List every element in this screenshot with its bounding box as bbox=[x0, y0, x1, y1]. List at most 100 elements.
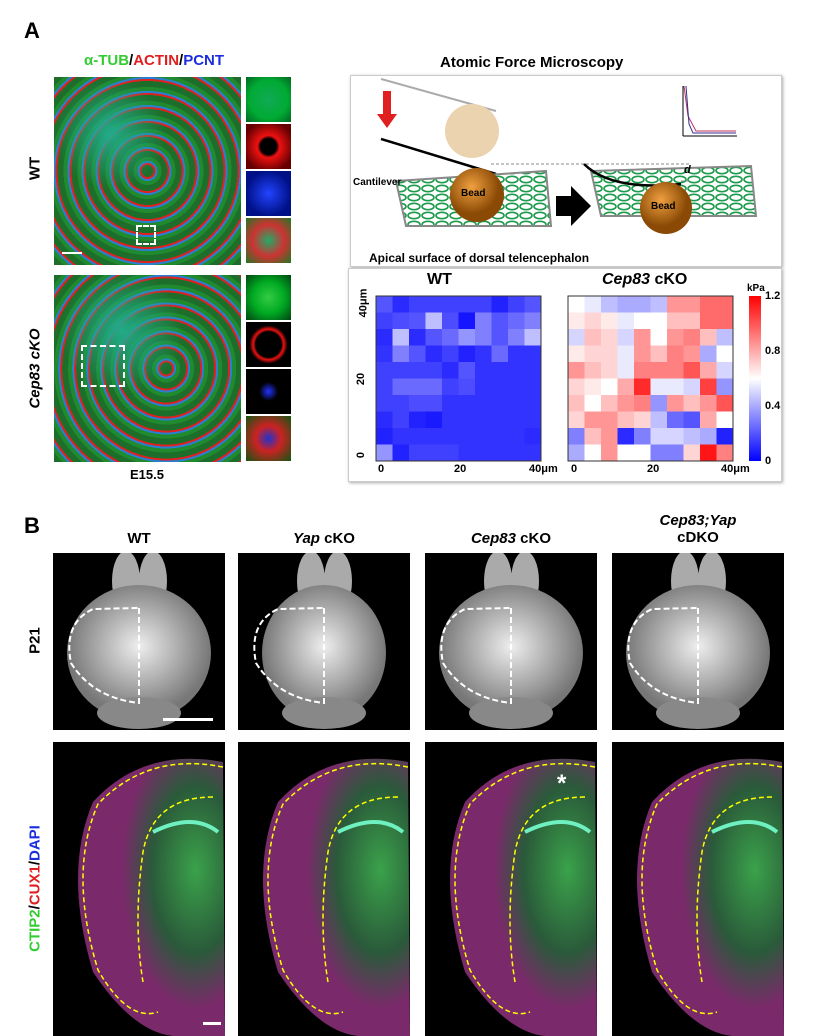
stain-pcnt: PCNT bbox=[183, 52, 225, 69]
heatmap-cell bbox=[458, 329, 476, 346]
heatmap-cell bbox=[442, 296, 459, 313]
heatmap-cell bbox=[617, 296, 635, 313]
heatmap-cell bbox=[475, 345, 492, 363]
inset-blue bbox=[246, 171, 291, 216]
heatmap-cell bbox=[475, 444, 492, 462]
heatmap-cell bbox=[568, 428, 585, 445]
heatmap-cell bbox=[634, 411, 651, 429]
heatmap-cell bbox=[584, 296, 602, 313]
heatmap-cell bbox=[425, 329, 443, 346]
title-italic: Yap bbox=[293, 530, 320, 547]
whole-brain-image bbox=[612, 553, 784, 730]
heatmap-cell bbox=[491, 428, 509, 445]
row-label-cko: Cep83 cKO bbox=[26, 328, 44, 409]
heatmap-cell bbox=[617, 395, 635, 412]
surface-label: Apical surface of dorsal telencephalon bbox=[369, 251, 590, 265]
heatmap-cell bbox=[409, 378, 426, 396]
roi-box bbox=[81, 345, 125, 387]
brain-section-image bbox=[53, 742, 225, 1036]
colorbar-tick: 0 bbox=[765, 455, 772, 467]
colorbar-unit: kPa bbox=[747, 283, 765, 294]
inset-green bbox=[246, 77, 291, 122]
arrow-right-icon bbox=[556, 186, 591, 226]
heatmap-cell bbox=[683, 312, 701, 330]
heatmap-cell bbox=[650, 444, 668, 462]
row-label-wt: WT bbox=[26, 156, 44, 181]
heatmap-cell bbox=[392, 362, 410, 379]
heatmap-cell bbox=[475, 411, 492, 429]
heatmap-cell bbox=[508, 395, 525, 412]
colorbar bbox=[749, 296, 761, 461]
heatmap-cell bbox=[442, 395, 459, 412]
heatmap-cell bbox=[376, 345, 393, 363]
heatmap-cell bbox=[667, 395, 684, 412]
heatmap-cell bbox=[584, 395, 602, 412]
heatmap-cell bbox=[508, 296, 525, 313]
heatmap-cell bbox=[716, 395, 734, 412]
heatmap-cell bbox=[524, 395, 542, 412]
heatmap-cell bbox=[376, 444, 393, 462]
heatmap-cell bbox=[458, 312, 476, 330]
asterisk-marker: * bbox=[557, 770, 567, 797]
x-tick: 0 bbox=[571, 463, 578, 475]
heatmap-cell bbox=[475, 296, 492, 313]
heatmap-cell bbox=[617, 428, 635, 445]
heatmap-cell bbox=[458, 411, 476, 429]
stain-dapi: DAPI bbox=[26, 825, 44, 861]
heatmap-cell bbox=[683, 345, 701, 363]
heatmap-cell bbox=[617, 329, 635, 346]
heatmap-cell bbox=[683, 444, 701, 462]
sep: / bbox=[26, 905, 44, 910]
heatmap-cell bbox=[524, 428, 542, 445]
cko-insets bbox=[246, 275, 291, 461]
stain-actin: ACTIN bbox=[133, 52, 180, 69]
heatmap-cell bbox=[425, 428, 443, 445]
heatmap-cell bbox=[617, 411, 635, 429]
inset-blue bbox=[246, 369, 291, 414]
heatmap-cell bbox=[700, 345, 717, 363]
bead-label: Bead bbox=[651, 201, 676, 212]
heatmap-cell bbox=[650, 296, 668, 313]
row-label-p21: P21 bbox=[26, 627, 44, 654]
wt-microscopy-image bbox=[54, 77, 241, 265]
heatmap-cell bbox=[409, 428, 426, 445]
heatmap-cell bbox=[700, 296, 717, 313]
heatmap-cell bbox=[508, 444, 525, 462]
heatmap-cell bbox=[524, 411, 542, 429]
heatmap-cell bbox=[683, 329, 701, 346]
heatmap-cell bbox=[491, 345, 509, 363]
heatmap-cell bbox=[650, 362, 668, 379]
scale-bar bbox=[203, 1022, 221, 1025]
title-italic: Cep83 bbox=[602, 271, 651, 288]
heatmap-title-cko: Cep83 cKO bbox=[602, 271, 687, 289]
sep: / bbox=[26, 860, 44, 866]
heatmap-cell bbox=[700, 312, 717, 330]
heatmap-cell bbox=[634, 296, 651, 313]
heatmap-cell bbox=[584, 362, 602, 379]
heatmap-cell bbox=[667, 296, 684, 313]
heatmap-cell bbox=[508, 345, 525, 363]
heatmap-cell bbox=[716, 378, 734, 396]
brain-section-image bbox=[238, 742, 410, 1036]
panel-letter-a: A bbox=[24, 18, 40, 43]
heatmap-cell bbox=[475, 362, 492, 379]
heatmap-cell bbox=[584, 378, 602, 396]
stain-cux1: CUX1 bbox=[26, 865, 44, 906]
heatmap-cell bbox=[491, 296, 509, 313]
heatmap-cell bbox=[376, 296, 393, 313]
heatmap-cell bbox=[650, 411, 668, 429]
heatmap-cell bbox=[716, 296, 734, 313]
heatmap-cell bbox=[409, 444, 426, 462]
heatmap-cell bbox=[458, 345, 476, 363]
column-title: Cep83 cKO bbox=[425, 530, 597, 547]
title-italic: Cep83 bbox=[470, 530, 516, 547]
heatmap-cell bbox=[568, 444, 585, 462]
title-italic: Cep83;Yap bbox=[659, 512, 737, 529]
stain-ctip2: CTIP2 bbox=[26, 909, 44, 952]
heatmap-cell bbox=[409, 296, 426, 313]
whole-brain-image bbox=[425, 553, 597, 730]
heatmap-cell bbox=[442, 411, 459, 429]
heatmap-cell bbox=[650, 329, 668, 346]
colorbar-tick: 1.2 bbox=[765, 290, 781, 302]
heatmap-cell bbox=[524, 362, 542, 379]
